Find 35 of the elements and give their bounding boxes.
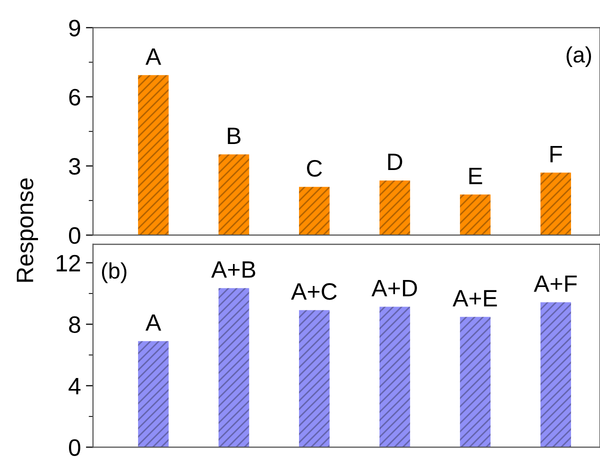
y-axis-title: Response: [16, 178, 38, 282]
annotation: (b): [102, 262, 126, 284]
bar: [540, 302, 572, 448]
y-tick-label: 12: [56, 254, 80, 272]
y-tick-label: 0: [68, 227, 80, 244]
x-tick-label: C: [306, 160, 322, 177]
bar: [379, 180, 410, 236]
y-tick-label: 8: [69, 316, 80, 334]
bar: [299, 310, 330, 448]
x-tick-label: A+C: [291, 283, 337, 300]
y-tick-label: 3: [68, 158, 80, 175]
annotation: (a): [566, 46, 592, 68]
x-tick-label: A+F: [534, 276, 577, 292]
x-tick-label: E: [469, 168, 482, 184]
x-tick-label: A+B: [211, 261, 256, 278]
bar: [379, 306, 410, 448]
y-tick-label: 6: [69, 88, 80, 106]
bar: [540, 172, 572, 236]
x-tick-label: B: [228, 128, 240, 144]
bar: [218, 154, 250, 236]
bar: [460, 194, 491, 236]
bar: [138, 341, 169, 448]
x-tick-label: A+E: [452, 290, 497, 306]
y-tick-label: 0: [68, 439, 80, 456]
bar: [299, 186, 330, 236]
x-tick-label: A+D: [372, 280, 417, 296]
x-tick-label: A: [146, 314, 162, 331]
x-tick-label: D: [388, 154, 402, 170]
x-tick-label: F: [550, 146, 562, 162]
bar: [138, 75, 169, 236]
y-tick-label: 9: [69, 20, 80, 36]
bar: [460, 316, 491, 448]
x-tick-label: A: [146, 48, 162, 65]
y-tick-label: 4: [68, 378, 81, 394]
bar: [218, 288, 250, 448]
